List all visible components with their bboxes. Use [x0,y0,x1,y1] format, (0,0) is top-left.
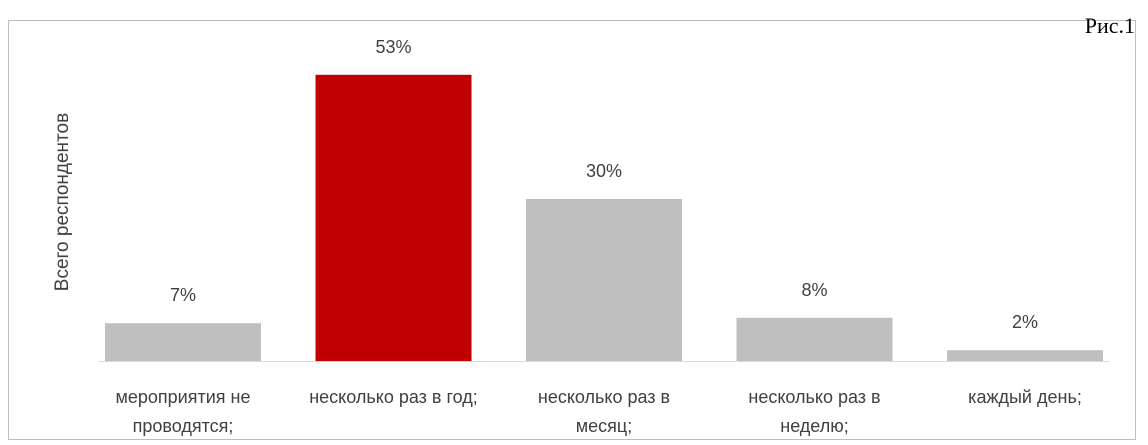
chart-frame: Рис.1 [8,13,1136,440]
category-label-4: несколько раз в неделю; [710,383,920,441]
category-label-1: мероприятия не проводятся; [78,383,288,441]
category-label-line: несколько раз в [537,387,671,407]
bar-3 [526,199,682,361]
category-label-line: несколько раз в [748,387,881,407]
category-label-line: проводятся; [132,416,234,436]
bar-1 [105,323,261,361]
bar-4 [736,317,893,361]
data-label-1: 7% [170,285,196,305]
category-label-3: несколько раз в месяц; [499,383,709,441]
category-label-line: мероприятия не [115,387,251,407]
category-label-5: каждый день; [920,383,1130,412]
data-label-4: 8% [801,280,827,300]
category-label-line: каждый день; [968,387,1082,407]
figure-number: Рис.1 [1084,13,1135,38]
bar-2 [315,74,472,362]
category-label-2: несколько раз в год; [289,383,499,412]
category-label-line: месяц; [575,416,633,436]
bar-5 [947,350,1103,361]
data-label-3: 30% [586,161,622,181]
data-label-5: 2% [1012,312,1038,332]
data-label-2: 53% [375,37,411,57]
category-label-line: неделю; [780,416,849,436]
category-label-line: несколько раз в год; [309,387,478,407]
